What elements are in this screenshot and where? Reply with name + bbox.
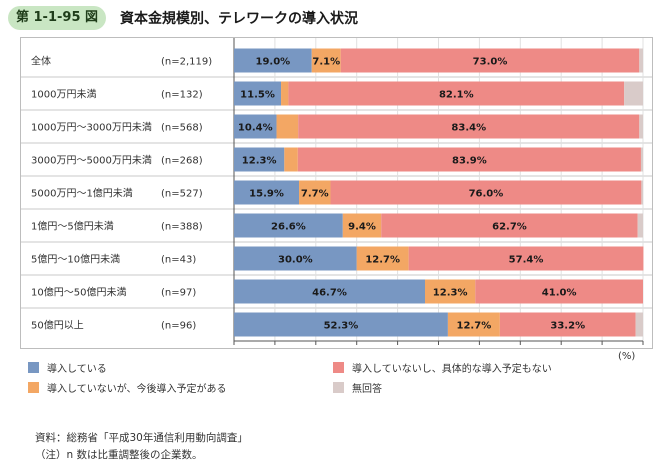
sample-size-label: (n=388) — [161, 222, 203, 233]
data-label: 7.7% — [301, 189, 329, 200]
data-label: 83.4% — [451, 123, 486, 134]
bar-segment — [234, 312, 448, 337]
figure-title: 資本金規模別、テレワークの導入状況 — [120, 11, 358, 27]
bar-segment — [639, 48, 643, 73]
bar-segment — [635, 312, 643, 337]
legend-item-no-answer: 無回答 — [333, 380, 382, 395]
bar-segment — [342, 213, 382, 238]
data-label: 83.9% — [452, 156, 487, 167]
bar-segment — [281, 81, 289, 106]
data-label: 82.1% — [439, 90, 474, 101]
sample-size-label: (n=268) — [161, 156, 203, 167]
data-label: 12.7% — [365, 255, 400, 266]
legend-item-introduced: 導入している — [28, 360, 107, 375]
bar-segment — [641, 180, 643, 205]
data-label: 19.0% — [256, 57, 291, 68]
data-label: 76.0% — [469, 189, 504, 200]
bar-segment — [640, 147, 643, 172]
legend-swatch-planned — [28, 382, 39, 393]
bar-segment — [624, 81, 643, 106]
category-label: 1億円～5億円未満 — [31, 220, 114, 233]
figure-number-badge: 第 1-1-95 図 — [8, 6, 106, 30]
bar-segment — [234, 81, 282, 106]
data-label: 12.3% — [433, 288, 468, 299]
category-label: 5000万円～1億円未満 — [31, 187, 133, 200]
sample-size-label: (n=43) — [161, 255, 196, 266]
bar-segment — [408, 246, 644, 271]
data-label: 62.7% — [492, 222, 527, 233]
bar-segment — [276, 114, 299, 139]
category-label: 5億円～10億円未満 — [31, 253, 120, 266]
bar-segment — [639, 114, 643, 139]
legend-label-no-answer: 無回答 — [352, 384, 382, 395]
data-label: 30.0% — [278, 255, 313, 266]
category-label: 1000万円未満 — [31, 89, 96, 101]
bar-segment — [234, 48, 312, 73]
bar-segment — [284, 147, 298, 172]
data-label: 12.3% — [242, 156, 277, 167]
bar-segment — [298, 114, 640, 139]
category-label: 50億円以上 — [31, 319, 84, 332]
bar-segment — [637, 213, 643, 238]
stacked-bar-chart: 全体 (n=2,119) 19.0% 7.1% 73.0% 1000万円未満 (n=132)… — [21, 38, 652, 345]
bar-segment — [499, 312, 636, 337]
category-label: 10億円～50億円未満 — [31, 286, 126, 299]
category-label: 1000万円～3000万円未満 — [31, 122, 152, 134]
legend-swatch-no-answer — [333, 382, 344, 393]
data-label: 33.2% — [550, 321, 585, 332]
sample-size-label: (n=132) — [161, 90, 203, 101]
chart-frame: 全体 (n=2,119) 19.0% 7.1% 73.0% 1000万円未満 (n=132)… — [20, 37, 653, 349]
bar-segment — [356, 246, 409, 271]
x-axis-unit: (%) — [618, 351, 636, 362]
data-label: 26.6% — [271, 222, 306, 233]
data-label: 10.4% — [238, 123, 273, 134]
data-label: 52.3% — [324, 321, 359, 332]
data-label: 7.1% — [312, 57, 340, 68]
data-label: 12.7% — [457, 321, 492, 332]
bar-segment — [311, 48, 341, 73]
sample-size-label: (n=97) — [161, 288, 196, 299]
bar-segment — [447, 312, 500, 337]
bar-segment — [234, 114, 277, 139]
category-label: 3000万円～5000万円未満 — [31, 155, 152, 167]
data-label: 11.5% — [240, 90, 275, 101]
sample-size-label: (n=96) — [161, 321, 196, 332]
bar-segment — [234, 180, 300, 205]
category-label: 全体 — [31, 55, 51, 68]
bar-segment — [330, 180, 642, 205]
bar-segment — [234, 279, 426, 304]
legend-item-not-planned: 導入していないし、具体的な導入予定もない — [333, 360, 552, 375]
sample-size-label: (n=527) — [161, 189, 203, 200]
data-label: 46.7% — [312, 288, 347, 299]
source-note: 資料：総務省「平成30年通信利用動向調査」 — [35, 432, 248, 444]
sample-size-label: (n=2,119) — [161, 57, 212, 68]
data-label: 41.0% — [542, 288, 577, 299]
bar-segment — [299, 180, 331, 205]
bar-segment — [381, 213, 638, 238]
bar-segment — [425, 279, 476, 304]
bar-segment — [234, 246, 357, 271]
bar-segment — [234, 213, 343, 238]
bar-segment — [475, 279, 643, 304]
sample-size-label: (n=568) — [161, 123, 203, 134]
bar-segment — [297, 147, 641, 172]
bar-segment — [340, 48, 640, 73]
bar-segment — [288, 81, 625, 106]
legend-item-planned: 導入していないが、今後導入予定がある — [28, 380, 227, 395]
footnote: （注）n 数は比重調整後の企業数。 — [35, 449, 203, 461]
data-label: 9.4% — [348, 222, 376, 233]
bar-segment — [234, 147, 285, 172]
legend-label-introduced: 導入している — [47, 364, 107, 375]
data-label: 73.0% — [473, 57, 508, 68]
legend-swatch-introduced — [28, 362, 39, 373]
data-label: 57.4% — [509, 255, 544, 266]
legend-swatch-not-planned — [333, 362, 344, 373]
legend-label-not-planned: 導入していないし、具体的な導入予定もない — [352, 364, 552, 375]
data-label: 15.9% — [249, 189, 284, 200]
legend-label-planned: 導入していないが、今後導入予定がある — [47, 384, 227, 395]
